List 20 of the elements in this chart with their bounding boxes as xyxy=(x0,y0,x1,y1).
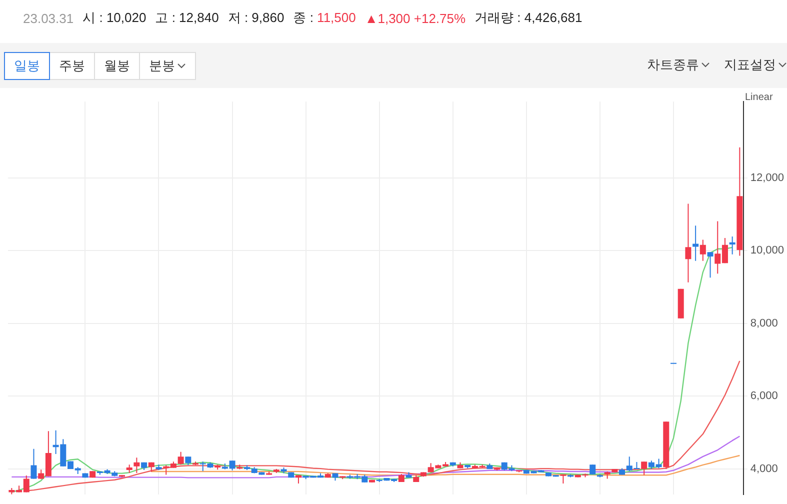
text: ▲1,300 +12.75% xyxy=(364,10,466,26)
text: 시 : 10,020 xyxy=(82,9,146,27)
text: 거래량 : 4,426,681 xyxy=(474,9,582,27)
text: 주봉 xyxy=(59,57,85,75)
text: 월봉 xyxy=(104,57,130,75)
y-tick-label: 10,000 xyxy=(750,244,784,257)
y-tick-label: 12,000 xyxy=(750,172,784,184)
y-tick-label: 8,000 xyxy=(750,317,778,330)
text: Linear xyxy=(745,92,773,103)
text: 차트종류 xyxy=(647,56,699,74)
text: 저 : 9,860 xyxy=(228,9,284,27)
text: 일봉 xyxy=(14,57,40,75)
candlestick xyxy=(729,236,736,254)
text: 종 : 11,500 xyxy=(293,9,356,27)
text: 고 : 12,840 xyxy=(155,9,219,27)
y-tick-label: 6,000 xyxy=(750,390,778,402)
text: 분봉 xyxy=(149,57,175,75)
text: 지표설정 xyxy=(724,56,776,74)
chart-title: 23.03.31 xyxy=(23,10,74,26)
y-tick-label: 4,000 xyxy=(750,462,778,475)
